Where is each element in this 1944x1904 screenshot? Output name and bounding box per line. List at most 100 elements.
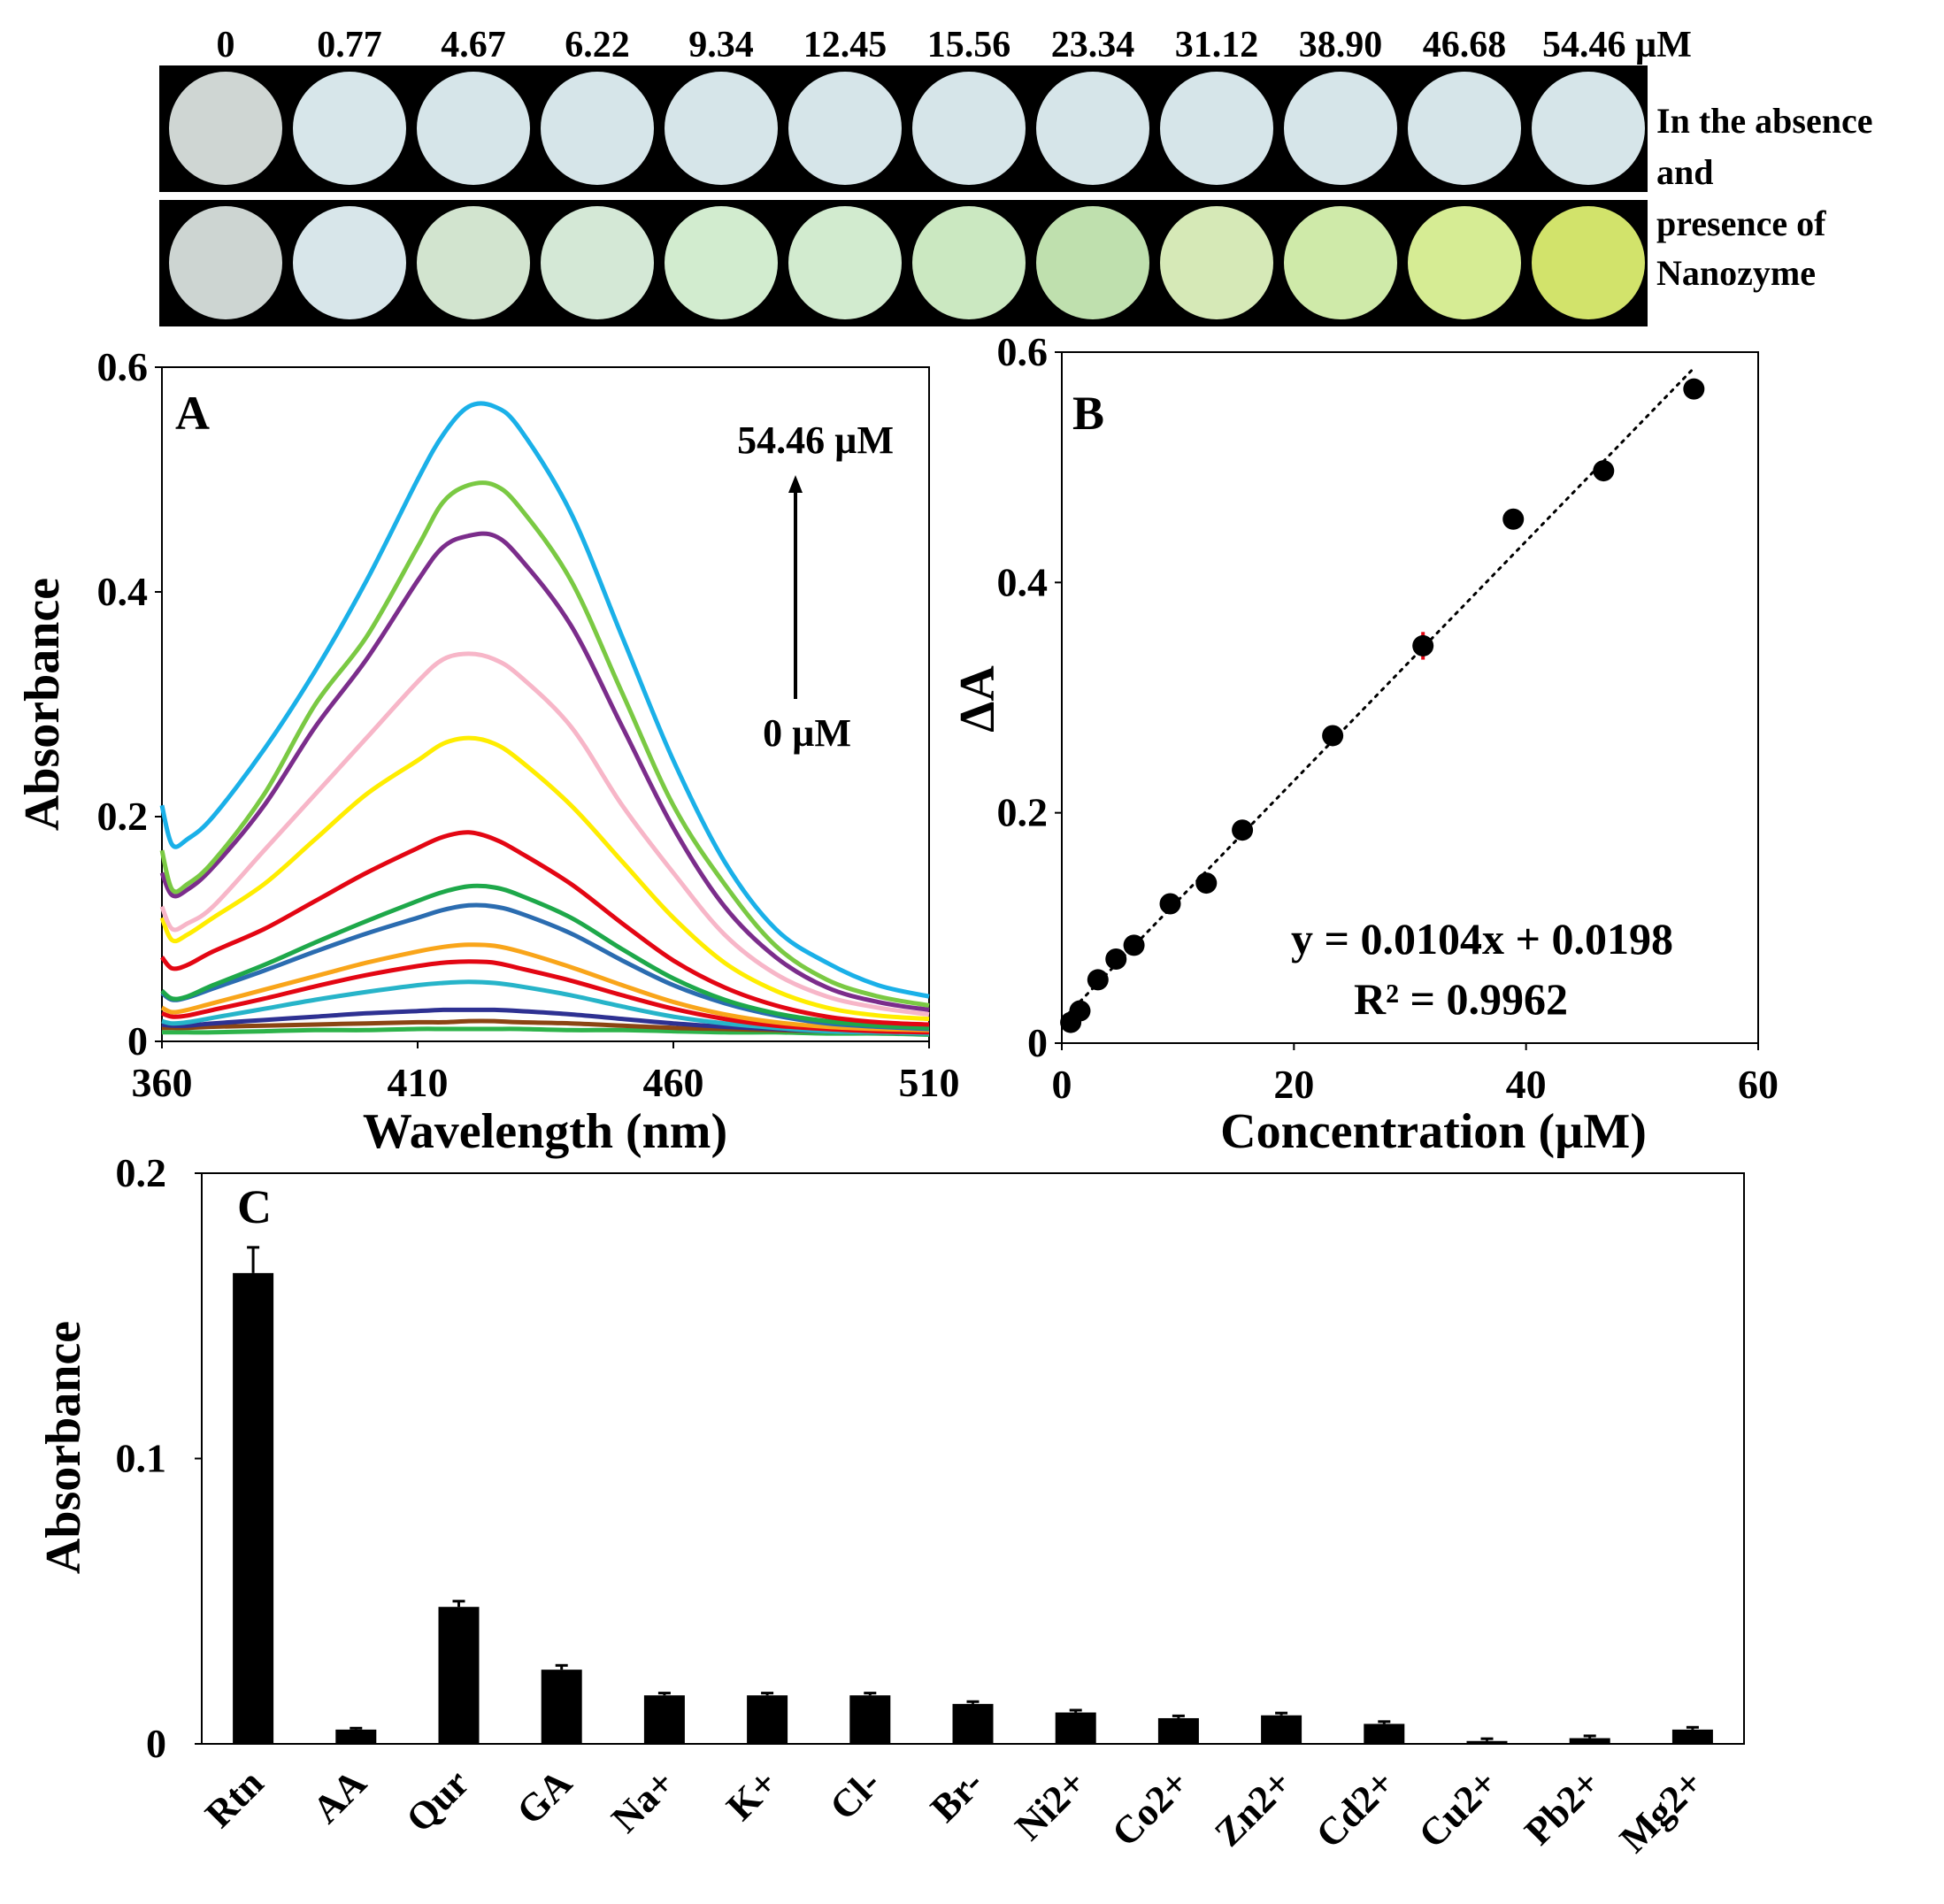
panel-a-frame	[161, 366, 930, 1042]
panel-c-bar-0	[233, 1272, 274, 1744]
panel-b-ylabel: ΔA	[950, 665, 1005, 733]
strip-well-presence-0	[169, 206, 282, 319]
strip-well-presence-10	[1408, 206, 1521, 319]
panel-c-bar-4	[643, 1695, 685, 1744]
strip-well-absence-3	[541, 72, 654, 185]
color-strip: 0 0.77 4.67 6.22 9.34 12.45 15.56 23.34 31.12 38.…	[159, 25, 1872, 326]
strip-row-presence-background	[159, 200, 1648, 326]
panel-a-xtick-label-1: 410	[388, 1060, 449, 1105]
panel-c-bar-14	[1671, 1729, 1713, 1744]
panel-b-point-10	[1502, 508, 1525, 530]
panel-b-frame	[1061, 351, 1759, 1044]
strip-concentration-7: 23.34	[1051, 25, 1135, 65]
panel-c-bar-2	[438, 1607, 480, 1744]
panel-c-bar-8	[1055, 1712, 1096, 1744]
panel-c-letter: C	[237, 1180, 272, 1233]
panel-a-ytick-label-1: 0.2	[97, 794, 149, 839]
panel-b-equation: y = 0.0104x + 0.0198	[1291, 914, 1673, 964]
panel-b-point-2	[1087, 969, 1109, 991]
panel-b-point-7	[1232, 819, 1254, 841]
panel-b-xtick-label-3: 60	[1738, 1062, 1779, 1107]
strip-well-absence-9	[1284, 72, 1397, 185]
panel-c-bar-6	[849, 1695, 891, 1744]
panel-b-ytick-label-0: 0	[1027, 1020, 1048, 1065]
panel-c-ytick-label-2: 0.2	[116, 1150, 167, 1195]
panel-b-point-6	[1195, 872, 1218, 894]
panel-b-point-4	[1123, 934, 1145, 956]
panel-c-ytick-label-1: 0.1	[116, 1436, 167, 1481]
panel-a-series-line-2	[159, 531, 930, 1012]
panel-a-letter: A	[175, 387, 210, 440]
strip-well-presence-8	[1160, 206, 1273, 319]
strip-well-absence-7	[1036, 72, 1149, 185]
strip-concentration-1: 0.77	[317, 25, 382, 65]
strip-label-line-4: Nanozyme	[1656, 253, 1816, 293]
panel-b-xlabel: Concentration (µM)	[1220, 1104, 1647, 1159]
panel-c-bar-3	[541, 1670, 582, 1744]
panel-a-series-line-8	[160, 942, 930, 1033]
strip-well-absence-8	[1160, 72, 1273, 185]
panel-a-spectra: A 360 410 460 510 0 0.2 0.4 0.6 54.46 µM 0 µM W…	[15, 344, 960, 1159]
panel-c-bar-7	[952, 1703, 994, 1744]
panel-c-bars	[233, 1246, 1713, 1744]
strip-well-absence-4	[665, 72, 778, 185]
panel-b-point-1	[1069, 1000, 1091, 1022]
panel-a-xtick-label-2: 460	[643, 1060, 704, 1105]
panel-b-ytick-label-2: 0.4	[997, 559, 1049, 604]
panel-b-point-9	[1412, 634, 1434, 656]
strip-well-presence-6	[912, 206, 1026, 319]
strip-concentration-6: 15.56	[927, 25, 1011, 65]
panel-b-point-12	[1683, 378, 1705, 400]
strip-label-line-1: In the absence	[1656, 101, 1872, 141]
panel-a-series-line-3	[159, 651, 930, 1017]
panel-a-ytick-label-2: 0.4	[97, 569, 149, 614]
strip-concentration-11: 54.46 µM	[1542, 25, 1692, 65]
strip-concentration-10: 46.68	[1423, 25, 1507, 65]
panel-a-series-line-10	[161, 979, 930, 1036]
panel-a-series-line-1	[159, 480, 930, 1008]
panel-a-series-line-7	[160, 902, 930, 1032]
panel-b-xtick-label-0: 0	[1052, 1062, 1072, 1107]
panel-a-series-line-6	[160, 883, 930, 1031]
strip-concentration-9: 38.90	[1299, 25, 1383, 65]
panel-c-bar-1	[335, 1729, 377, 1744]
panel-b-ytick-label-3: 0.6	[997, 329, 1049, 374]
strip-concentration-labels: 0 0.77 4.67 6.22 9.34 12.45 15.56 23.34 31.12 38.…	[217, 25, 1692, 65]
strip-concentration-8: 31.12	[1175, 25, 1259, 65]
strip-well-presence-5	[788, 206, 902, 319]
panel-c-bar-12	[1466, 1740, 1508, 1744]
strip-well-absence-5	[788, 72, 902, 185]
strip-well-presence-2	[417, 206, 530, 319]
strip-well-absence-11	[1532, 72, 1645, 185]
panel-a-series-line-4	[159, 735, 930, 1022]
panel-a-ylabel: Absorbance	[15, 578, 70, 831]
panel-c-axis-ticks: 0 0.1 0.2	[116, 1150, 202, 1766]
strip-concentration-4: 9.34	[688, 25, 754, 65]
panel-a-xlabel: Wavelength (nm)	[363, 1104, 727, 1159]
panel-a-series-line-13	[162, 1026, 930, 1037]
strip-well-presence-9	[1284, 206, 1397, 319]
panel-a-xtick-label-3: 510	[899, 1060, 960, 1105]
strip-concentration-3: 6.22	[565, 25, 630, 65]
strip-well-absence-6	[912, 72, 1026, 185]
panel-b-r2: R² = 0.9962	[1354, 974, 1568, 1024]
panel-c-bar-13	[1569, 1738, 1610, 1744]
panel-a-arrow-head	[788, 475, 803, 493]
panel-a-ytick-label-3: 0.6	[97, 344, 149, 389]
strip-label-line-2: and	[1656, 152, 1714, 192]
panel-b-point-8	[1322, 725, 1344, 747]
panel-b-xtick-label-1: 20	[1273, 1062, 1314, 1107]
strip-well-absence-10	[1408, 72, 1521, 185]
strip-wells	[169, 72, 1645, 319]
strip-well-presence-1	[293, 206, 406, 319]
strip-label-line-3: presence of	[1656, 203, 1826, 243]
strip-well-absence-2	[417, 72, 530, 185]
panel-b-axis-ticks: 0 20 40 60 0 0.2 0.4 0.6	[997, 329, 1779, 1107]
strip-concentration-5: 12.45	[803, 25, 887, 65]
panel-c-ytick-label-0: 0	[146, 1721, 166, 1766]
panel-a-annotation-bottom: 0 µM	[763, 711, 851, 755]
panel-b-ytick-label-1: 0.2	[997, 790, 1049, 835]
panel-b-points	[1060, 378, 1705, 1033]
panel-a-axis-ticks: 360 410 460 510 0 0.2 0.4 0.6	[97, 344, 960, 1105]
panel-a-xtick-label-0: 360	[132, 1060, 193, 1105]
